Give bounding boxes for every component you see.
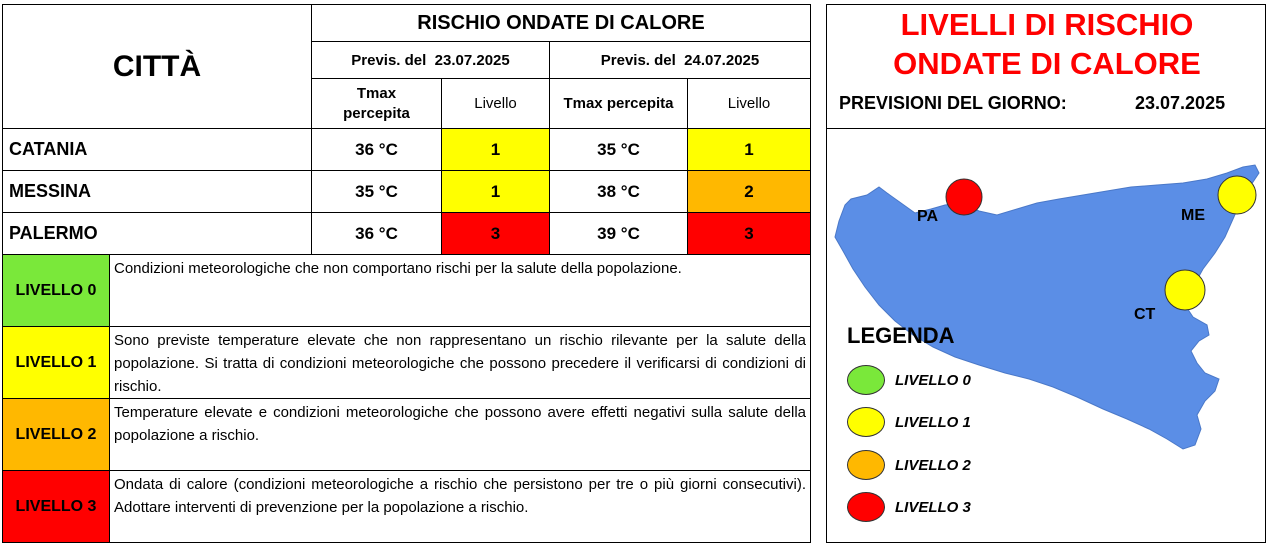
level-cell: 3 [441, 212, 550, 255]
title-panel: LIVELLI DI RISCHIO ONDATE DI CALORE PREV… [826, 4, 1266, 129]
tmax-text: 35 °C [597, 139, 640, 159]
level-header-2: Livello [687, 78, 811, 129]
map-panel: PA ME CT LEGENDA LIVELLO 0 LIVELLO 1 LIV… [826, 128, 1266, 543]
pa-label: PA [917, 208, 938, 225]
tmax-header-2-text: Tmax percepita [563, 95, 674, 112]
messina-marker [1217, 175, 1257, 215]
level-2-description-text: Temperature elevate e condizioni meteoro… [114, 404, 806, 444]
level-cell: 1 [687, 128, 811, 171]
red-dot-icon [847, 492, 885, 522]
table-row-city: CATANIA [2, 128, 312, 171]
level-header-1: Livello [441, 78, 550, 129]
forecast-date: 23.07.2025 [1135, 93, 1226, 113]
tmax-header-1-text: Tmax percepita [343, 84, 410, 122]
level-text: 3 [744, 223, 754, 243]
level-1-description: Sono previste temperature elevate che no… [109, 326, 811, 399]
legend-item-level-2: LIVELLO 2 [847, 450, 971, 480]
main-header-text: RISCHIO ONDATE DI CALORE [417, 11, 705, 34]
legend-item-level-3: LIVELLO 3 [847, 492, 971, 522]
level-3-description-text: Ondata di calore (condizioni meteorologi… [114, 476, 806, 516]
legend-level-0-text: LIVELLO 0 [895, 371, 971, 389]
level-2-label: LIVELLO 2 [2, 398, 110, 471]
tmax-value: 35 °C [311, 170, 442, 213]
legend-level-1-text: LIVELLO 1 [895, 413, 971, 431]
legend-title: LEGENDA [847, 323, 955, 348]
tmax-value: 36 °C [311, 212, 442, 255]
legend-item-level-0: LIVELLO 0 [847, 365, 971, 395]
sicily-map: PA ME CT [834, 164, 1260, 450]
level-3-label-text: LIVELLO 3 [15, 497, 97, 515]
tmax-text: 39 °C [597, 223, 640, 243]
yellow-dot-icon [847, 407, 885, 437]
level-3-label: LIVELLO 3 [2, 470, 110, 543]
level-0-description: Condizioni meteorologiche che non compor… [109, 254, 811, 327]
catania-marker [1164, 269, 1206, 311]
level-text: 2 [744, 181, 754, 201]
level-cell: 2 [687, 170, 811, 213]
table-row-city: MESSINA [2, 170, 312, 213]
legend-item-level-1: LIVELLO 1 [847, 407, 971, 437]
city-header-text: CITTÀ [112, 49, 202, 83]
orange-dot-icon [847, 450, 885, 480]
city-name: MESSINA [9, 181, 92, 201]
tmax-value: 35 °C [549, 128, 688, 171]
panel-title-line2: ONDATE DI CALORE [893, 46, 1201, 81]
legend-level-2-text: LIVELLO 2 [895, 456, 971, 474]
tmax-header-2: Tmax percepita [549, 78, 688, 129]
level-header-1-text: Livello [474, 95, 517, 112]
level-0-description-text: Condizioni meteorologiche che non compor… [114, 260, 682, 277]
level-cell: 3 [687, 212, 811, 255]
tmax-text: 35 °C [355, 181, 398, 201]
level-3-description: Ondata di calore (condizioni meteorologi… [109, 470, 811, 543]
level-0-label-text: LIVELLO 0 [15, 281, 97, 299]
main-header: RISCHIO ONDATE DI CALORE [311, 4, 811, 42]
table-row-city: PALERMO [2, 212, 312, 255]
panel-title-line1: LIVELLI DI RISCHIO [900, 7, 1194, 42]
day1-header: Previs. del 23.07.2025 [311, 41, 550, 79]
green-dot-icon [847, 365, 885, 395]
tmax-value: 38 °C [549, 170, 688, 213]
level-text: 3 [490, 223, 501, 243]
tmax-text: 36 °C [355, 223, 398, 243]
level-1-label: LIVELLO 1 [2, 326, 110, 399]
level-2-label-text: LIVELLO 2 [15, 425, 97, 443]
me-label: ME [1181, 207, 1205, 224]
level-header-2-text: Livello [727, 95, 771, 112]
palermo-marker [945, 178, 983, 216]
tmax-value: 36 °C [311, 128, 442, 171]
level-2-description: Temperature elevate e condizioni meteoro… [109, 398, 811, 471]
forecast-label: PREVISIONI DEL GIORNO: [839, 93, 1067, 113]
day2-header: Previs. del 24.07.2025 [549, 41, 811, 79]
ct-label: CT [1134, 306, 1156, 323]
level-text: 1 [490, 181, 501, 201]
day2-header-text: Previs. del 24.07.2025 [600, 51, 760, 69]
level-0-label: LIVELLO 0 [2, 254, 110, 327]
city-header: CITTÀ [2, 4, 312, 129]
tmax-header-1: Tmax percepita [311, 78, 442, 129]
level-1-label-text: LIVELLO 1 [15, 353, 97, 371]
legend-level-3-text: LIVELLO 3 [895, 498, 971, 516]
city-name: PALERMO [9, 223, 98, 243]
level-cell: 1 [441, 128, 550, 171]
tmax-value: 39 °C [549, 212, 688, 255]
level-cell: 1 [441, 170, 550, 213]
level-1-description-text: Sono previste temperature elevate che no… [114, 332, 806, 395]
level-text: 1 [744, 139, 754, 159]
day1-header-text: Previs. del 23.07.2025 [351, 51, 510, 69]
level-text: 1 [490, 139, 501, 159]
tmax-text: 38 °C [597, 181, 640, 201]
tmax-text: 36 °C [355, 139, 398, 159]
city-name: CATANIA [9, 139, 88, 159]
